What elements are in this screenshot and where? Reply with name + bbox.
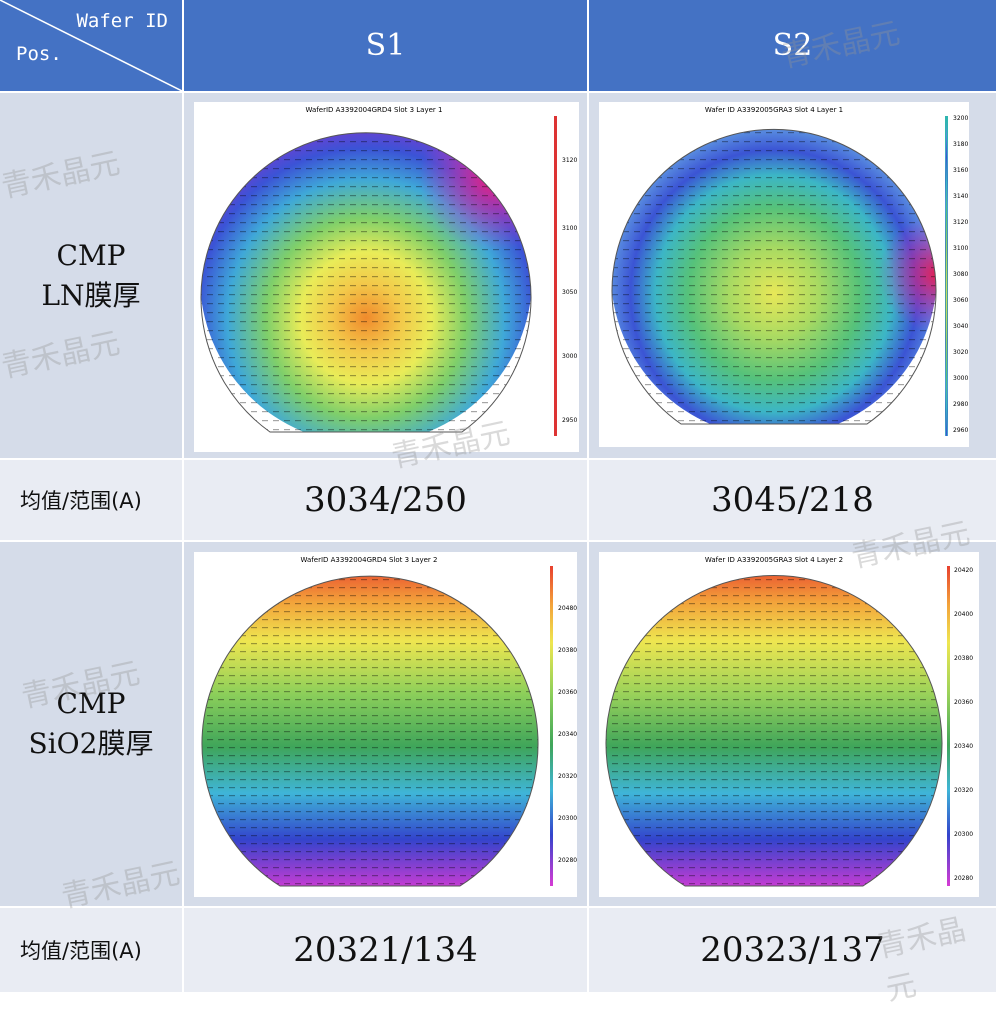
scale-tick: 3060 <box>953 297 968 304</box>
column-header-s1: S1 <box>184 0 587 91</box>
scale-tick: 20300 <box>954 831 973 838</box>
row-label-sio2: CMP SiO2膜厚 <box>0 542 182 906</box>
map-cell-ln-s1: WaferID A3392004GRD4 Slot 3 Layer 1 3120… <box>184 93 587 458</box>
scale-tick: 2960 <box>953 427 968 434</box>
scale-tick: 3180 <box>953 141 968 148</box>
wafer-id-label: Wafer ID <box>76 10 168 32</box>
scale-tick: 20480 <box>558 605 577 612</box>
header-corner: Wafer ID Pos. <box>0 0 182 91</box>
map-title: Wafer ID A3392005GRA3 Slot 4 Layer 2 <box>705 556 843 564</box>
map-cell-sio2-s1: WaferID A3392004GRD4 Slot 3 Layer 2 2048… <box>184 542 587 906</box>
scale-tick: 20340 <box>954 743 973 750</box>
scale-tick: 3000 <box>953 375 968 382</box>
scale-tick: 3200 <box>953 115 968 122</box>
wafer-map-ln-s1: WaferID A3392004GRD4 Slot 3 Layer 1 3120… <box>200 106 577 436</box>
stats-value-sio2-s1: 20321/134 <box>184 908 587 992</box>
map-cell-sio2-s2: Wafer ID A3392005GRA3 Slot 4 Layer 2 204… <box>589 542 996 906</box>
scale-tick: 3050 <box>562 289 577 296</box>
scale-tick: 20380 <box>954 655 973 662</box>
scale-tick: 3100 <box>562 225 577 232</box>
stats-label-sio2: 均值/范围(A) <box>0 908 182 992</box>
scale-tick: 2980 <box>953 401 968 408</box>
scale-tick: 20280 <box>954 875 973 882</box>
wafer-map-sio2-s1: WaferID A3392004GRD4 Slot 3 Layer 2 2048… <box>201 556 577 887</box>
stats-value-ln-s1: 3034/250 <box>184 460 587 540</box>
scale-tick: 20420 <box>954 567 973 574</box>
row-label-ln-line2: LN膜厚 <box>41 278 141 312</box>
map-title: WaferID A3392004GRD4 Slot 3 Layer 2 <box>301 556 438 564</box>
scale-tick: 3120 <box>953 219 968 226</box>
stats-value-ln-s2: 3045/218 <box>589 460 996 540</box>
scale-tick: 20380 <box>558 647 577 654</box>
row-label-ln-line1: CMP <box>56 238 126 272</box>
scale-tick: 20320 <box>954 787 973 794</box>
scale-tick: 3000 <box>562 353 577 360</box>
scale-tick: 20360 <box>558 689 577 696</box>
scale-tick: 3080 <box>953 271 968 278</box>
scale-tick: 20360 <box>954 699 973 706</box>
stats-value-sio2-s2: 20323/137 <box>589 908 996 992</box>
map-title: Wafer ID A3392005GRA3 Slot 4 Layer 1 <box>705 106 843 114</box>
wafer-map-ln-s2: Wafer ID A3392005GRA3 Slot 4 Layer 1 320… <box>611 106 968 436</box>
scale-tick: 2950 <box>562 417 577 424</box>
column-header-s2: S2 <box>589 0 996 91</box>
row-label-sio2-line1: CMP <box>56 687 126 720</box>
scale-tick: 20340 <box>558 731 577 738</box>
row-label-sio2-line2: SiO2膜厚 <box>28 727 154 760</box>
scale-tick: 3160 <box>953 167 968 174</box>
wafer-map-sio2-s2: Wafer ID A3392005GRA3 Slot 4 Layer 2 204… <box>605 556 973 887</box>
map-cell-ln-s2: Wafer ID A3392005GRA3 Slot 4 Layer 1 320… <box>589 93 996 458</box>
stats-label-ln: 均值/范围(A) <box>0 460 182 540</box>
row-label-ln: CMP LN膜厚 <box>0 93 182 458</box>
scale-tick: 3020 <box>953 349 968 356</box>
scale-tick: 3140 <box>953 193 968 200</box>
scale-tick: 3100 <box>953 245 968 252</box>
scale-tick: 20320 <box>558 773 577 780</box>
diagonal-divider <box>0 0 182 91</box>
pos-label: Pos. <box>16 43 62 65</box>
scale-tick: 3040 <box>953 323 968 330</box>
scale-tick: 20300 <box>558 815 577 822</box>
scale-tick: 3120 <box>562 157 577 164</box>
scale-tick: 20400 <box>954 611 973 618</box>
scale-tick: 20280 <box>558 857 577 864</box>
map-title: WaferID A3392004GRD4 Slot 3 Layer 1 <box>306 106 443 114</box>
